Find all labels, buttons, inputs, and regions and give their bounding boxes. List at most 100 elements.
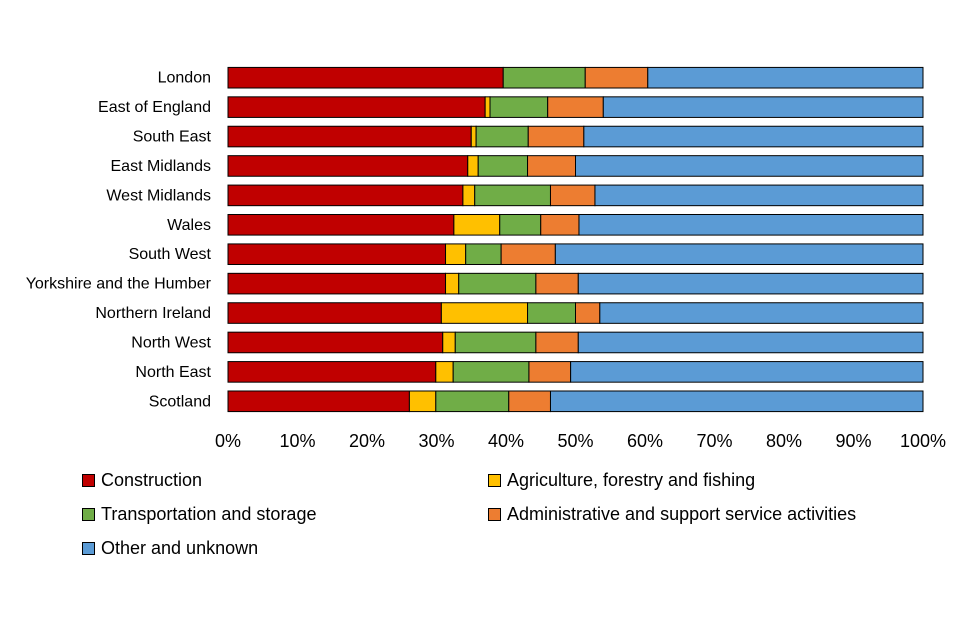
bar-segment [445,243,467,266]
bar-segment [575,155,924,177]
x-tick-label: 60% [627,431,663,451]
bar-segment [502,66,586,89]
bar-segment [602,96,924,118]
bar-segment [465,243,502,266]
bar-segment [594,184,924,207]
category-label: South East [133,129,212,146]
legend-swatch-other [82,542,95,555]
category-label: London [158,70,211,87]
legend-item-other: Other and unknown [82,538,258,559]
bar-segment [408,390,437,413]
bar-segment [500,243,556,266]
x-tick-label: 40% [488,431,524,451]
category-label: Scotland [149,393,211,410]
x-tick-label: 100% [900,431,946,451]
bar-segment [227,331,444,354]
category-label: Northern Ireland [95,305,211,322]
bar-segment [435,361,454,383]
bar-segment [599,302,924,324]
bar-segment [467,155,479,177]
bar-segment [440,302,529,324]
x-tick-label: 90% [835,431,871,451]
category-label: Wales [167,217,211,234]
x-tick-label: 80% [766,431,802,451]
x-tick-label: 10% [279,431,315,451]
bar-segment [535,272,579,295]
bar-segment [227,361,437,383]
bar-segment [227,302,442,324]
bar-segment [227,66,504,89]
category-label: East Midlands [111,158,212,175]
x-tick-label: 70% [696,431,732,451]
bar-segment [227,155,469,177]
x-tick-label: 20% [349,431,385,451]
bar-segment [470,125,477,148]
bar-segment [577,331,924,354]
category-label: North East [135,364,211,381]
bar-segment [435,390,510,413]
bar-segment [528,361,572,383]
legend-label-transport: Transportation and storage [101,504,317,524]
bar-segment [458,272,537,295]
bar-segment [535,331,579,354]
bar-segment [227,125,472,148]
legend-label-construction: Construction [101,470,203,490]
legend-item-admin: Administrative and support service activ… [488,504,856,525]
bars-layer [227,66,924,413]
legend-item-construction: Construction [82,470,202,491]
bar-segment [227,243,447,266]
x-tick-label: 30% [418,431,454,451]
bar-segment [578,213,924,236]
x-tick-label: 0% [215,431,241,451]
bar-segment [484,96,491,118]
bar-segment [454,331,537,354]
legend-label-agriculture: Agriculture, forestry and fishing [507,470,756,490]
axes-layer: London East of England South East East Midl… [26,70,946,451]
category-label: Yorkshire and the Humber [26,276,212,293]
bar-segment [227,390,410,413]
legend-label-other: Other and unknown [101,538,259,558]
bar-segment [549,390,924,413]
legend-item-agriculture: Agriculture, forestry and fishing [488,470,755,491]
bar-segment [474,184,551,207]
legend-label-admin: Administrative and support service activ… [507,504,857,524]
bar-segment [583,125,924,148]
bar-segment [453,213,501,236]
bar-segment [477,155,529,177]
category-label: South West [129,246,212,263]
bar-segment [227,184,464,207]
category-label: North West [131,334,211,351]
bar-segment [489,96,549,118]
bar-segment [549,184,596,207]
bar-segment [577,272,924,295]
legend-item-transport: Transportation and storage [82,504,316,525]
bar-segment [647,66,924,89]
bar-segment [570,361,924,383]
bar-segment [475,125,529,148]
bar-segment [575,302,601,324]
bar-segment [227,96,486,118]
legend-swatch-agriculture [488,474,501,487]
bar-segment [227,213,455,236]
bar-segment [527,155,576,177]
bar-segment [584,66,649,89]
bar-segment [540,213,580,236]
category-label: East of England [98,99,211,116]
legend-swatch-admin [488,508,501,521]
bar-segment [527,125,585,148]
bar-segment [508,390,551,413]
category-label: West Midlands [106,187,211,204]
legend-swatch-transport [82,508,95,521]
bar-segment [547,96,604,118]
bar-segment [499,213,542,236]
bar-segment [452,361,530,383]
bar-segment [445,272,460,295]
legend-swatch-construction [82,474,95,487]
bar-segment [442,331,456,354]
bar-segment [554,243,924,266]
bar-segment [527,302,576,324]
x-tick-label: 50% [557,431,593,451]
bar-segment [462,184,476,207]
